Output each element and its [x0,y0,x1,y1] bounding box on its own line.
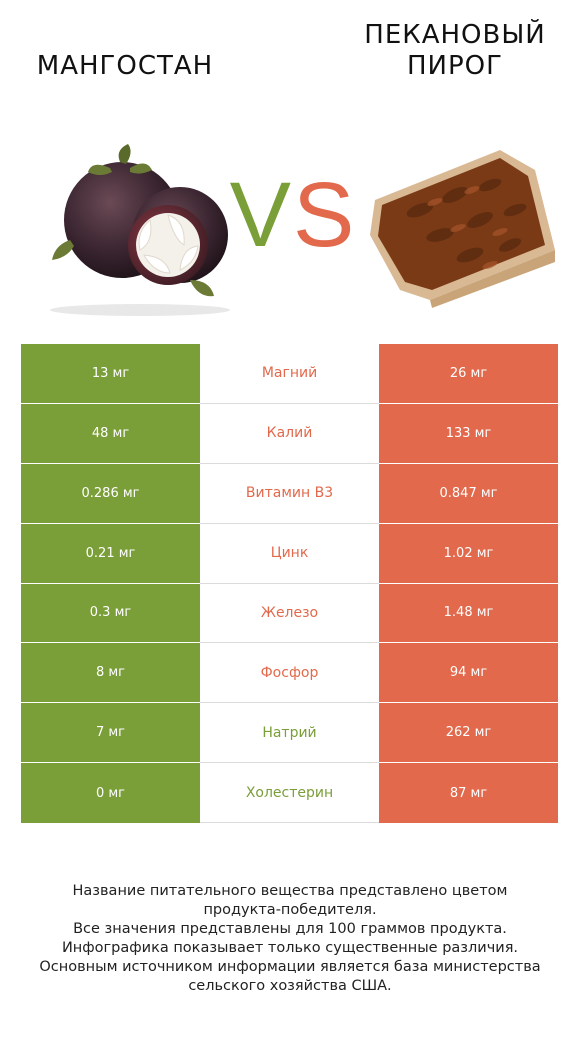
footer-line: сельского хозяйства США. [188,978,392,994]
left-value: 7 мг [21,703,200,764]
table-row: 0 мг Холестерин 87 мг [21,763,558,823]
nutrient-name: Натрий [200,703,379,764]
table-row: 48 мг Калий 133 мг [21,403,558,464]
nutrient-comparison-table: 13 мг Магний 26 мг 48 мг Калий 133 мг 0.286 мг… [21,344,558,823]
footer-line: Название питательного вещества представл… [72,883,508,899]
nutrient-name: Холестерин [200,763,379,823]
nutrient-name: Цинк [200,523,379,584]
nutrient-name: Магний [200,344,379,404]
left-value: 48 мг [21,403,200,464]
table-row: 13 мг Магний 26 мг [21,344,558,404]
right-value: 26 мг [379,344,558,404]
left-value: 0.3 мг [21,583,200,644]
nutrient-name: Железо [200,583,379,644]
vs-s: S [293,164,357,266]
right-title-line: ПИРОГ [407,51,503,81]
nutrient-name: Фосфор [200,643,379,704]
footer-line: Инфографика показывает только существенн… [61,940,519,956]
right-value: 1.02 мг [379,523,558,584]
vs-v: V [229,164,293,266]
left-value: 0 мг [21,763,200,823]
right-value: 94 мг [379,643,558,704]
left-value: 13 мг [21,344,200,404]
left-value: 0.21 мг [21,523,200,584]
nutrient-name: Витамин B3 [200,463,379,524]
right-title-line: ПЕКАНОВЫЙ [364,20,546,50]
footer-line: Все значения представлены для 100 граммо… [73,921,507,937]
right-value: 133 мг [379,403,558,464]
table-row: 7 мг Натрий 262 мг [21,703,558,764]
left-value: 8 мг [21,643,200,704]
pecan-pie-image [370,150,555,308]
footer-line: продукта-победителя. [203,902,377,918]
table-row: 8 мг Фосфор 94 мг [21,643,558,704]
mangosteen-image [50,144,230,316]
nutrient-name: Калий [200,403,379,464]
left-value: 0.286 мг [21,463,200,524]
table-row: 0.3 мг Железо 1.48 мг [21,583,558,644]
left-title-line: МАНГОСТАН [36,51,214,81]
right-value: 87 мг [379,763,558,823]
versus-label: VS [228,160,358,270]
right-value: 0.847 мг [379,463,558,524]
left-product-title: МАНГОСТАН [20,51,230,82]
table-row: 0.21 мг Цинк 1.02 мг [21,523,558,584]
footer-line: Основным источником информации является … [39,959,541,975]
right-value: 262 мг [379,703,558,764]
footer-notes: Название питательного вещества представл… [20,882,560,996]
right-value: 1.48 мг [379,583,558,644]
table-row: 0.286 мг Витамин B3 0.847 мг [21,463,558,524]
right-product-title: ПЕКАНОВЫЙ ПИРОГ [350,20,560,82]
